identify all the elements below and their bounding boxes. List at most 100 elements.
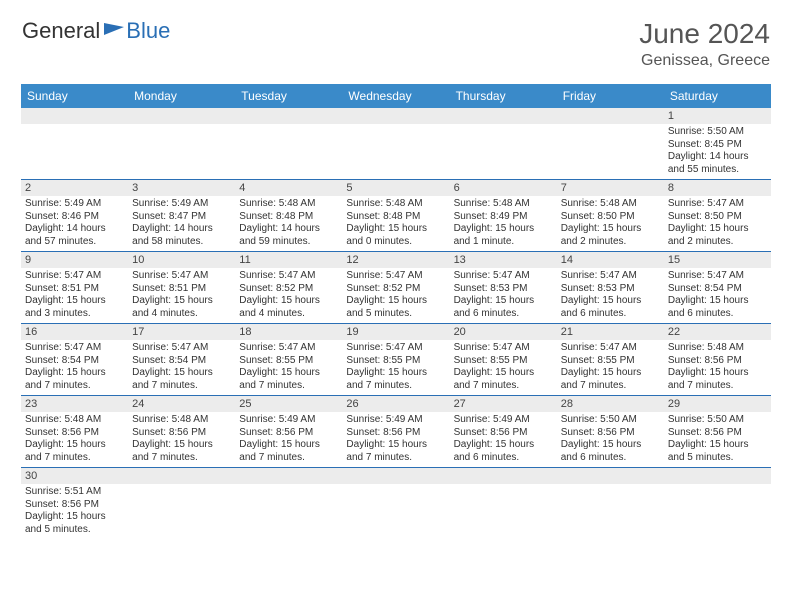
day-cell: Sunrise: 5:47 AMSunset: 8:50 PMDaylight:… xyxy=(664,196,771,252)
day-cell-sunrise: Sunrise: 5:48 AM xyxy=(239,198,338,211)
day-number xyxy=(21,108,128,124)
day-cell-daylight1: Daylight: 15 hours xyxy=(132,295,231,308)
day-cell xyxy=(664,484,771,539)
day-cell-daylight1: Daylight: 15 hours xyxy=(668,223,767,236)
day-cell: Sunrise: 5:50 AMSunset: 8:56 PMDaylight:… xyxy=(557,412,664,468)
day-cell: Sunrise: 5:47 AMSunset: 8:51 PMDaylight:… xyxy=(128,268,235,324)
day-cell-sunset: Sunset: 8:51 PM xyxy=(25,283,124,296)
day-cell: Sunrise: 5:47 AMSunset: 8:55 PMDaylight:… xyxy=(235,340,342,396)
month-title: June 2024 xyxy=(639,18,770,50)
day-cell-sunrise: Sunrise: 5:49 AM xyxy=(454,414,553,427)
day-cell: Sunrise: 5:50 AMSunset: 8:56 PMDaylight:… xyxy=(664,412,771,468)
day-cell-sunset: Sunset: 8:54 PM xyxy=(25,355,124,368)
day-cell-daylight2: and 1 minute. xyxy=(454,236,553,249)
day-cell-daylight2: and 5 minutes. xyxy=(668,452,767,465)
day-number: 13 xyxy=(450,252,557,268)
day-cell xyxy=(450,484,557,539)
day-cell: Sunrise: 5:47 AMSunset: 8:52 PMDaylight:… xyxy=(342,268,449,324)
day-cell xyxy=(128,124,235,180)
day-cell-daylight1: Daylight: 15 hours xyxy=(561,439,660,452)
day-cell-daylight1: Daylight: 15 hours xyxy=(25,511,124,524)
day-cell-daylight1: Daylight: 15 hours xyxy=(132,439,231,452)
day-cell-sunrise: Sunrise: 5:47 AM xyxy=(239,270,338,283)
day-number: 6 xyxy=(450,180,557,196)
day-cell-sunrise: Sunrise: 5:48 AM xyxy=(454,198,553,211)
day-cell-sunrise: Sunrise: 5:49 AM xyxy=(25,198,124,211)
day-cell xyxy=(235,484,342,539)
brand-triangle-icon xyxy=(104,23,124,35)
day-cell-sunrise: Sunrise: 5:47 AM xyxy=(346,270,445,283)
day-cell-sunset: Sunset: 8:56 PM xyxy=(25,499,124,512)
day-number-row: 1 xyxy=(21,108,771,124)
day-cell-daylight2: and 7 minutes. xyxy=(239,380,338,393)
day-header-cell: Thursday xyxy=(450,84,557,108)
day-cell-daylight2: and 4 minutes. xyxy=(132,308,231,321)
day-cell-daylight2: and 6 minutes. xyxy=(561,308,660,321)
day-cell-sunset: Sunset: 8:55 PM xyxy=(561,355,660,368)
day-cell: Sunrise: 5:48 AMSunset: 8:48 PMDaylight:… xyxy=(342,196,449,252)
day-number: 21 xyxy=(557,324,664,340)
day-number: 10 xyxy=(128,252,235,268)
day-cell-daylight1: Daylight: 14 hours xyxy=(25,223,124,236)
day-cell: Sunrise: 5:47 AMSunset: 8:51 PMDaylight:… xyxy=(21,268,128,324)
brand-logo: General Blue xyxy=(22,18,170,44)
day-cell-sunrise: Sunrise: 5:47 AM xyxy=(561,270,660,283)
day-cell-daylight1: Daylight: 15 hours xyxy=(561,223,660,236)
day-cell: Sunrise: 5:49 AMSunset: 8:56 PMDaylight:… xyxy=(450,412,557,468)
day-cell-sunset: Sunset: 8:55 PM xyxy=(239,355,338,368)
day-cell-sunset: Sunset: 8:54 PM xyxy=(668,283,767,296)
day-cell: Sunrise: 5:47 AMSunset: 8:54 PMDaylight:… xyxy=(664,268,771,324)
day-number: 15 xyxy=(664,252,771,268)
day-cell-sunrise: Sunrise: 5:47 AM xyxy=(346,342,445,355)
day-number: 23 xyxy=(21,396,128,412)
day-cell-sunset: Sunset: 8:52 PM xyxy=(346,283,445,296)
day-number xyxy=(664,468,771,484)
day-cell-sunrise: Sunrise: 5:47 AM xyxy=(239,342,338,355)
day-cell-sunset: Sunset: 8:52 PM xyxy=(239,283,338,296)
day-header-cell: Monday xyxy=(128,84,235,108)
day-cell-sunset: Sunset: 8:53 PM xyxy=(561,283,660,296)
day-number: 20 xyxy=(450,324,557,340)
day-cell-sunrise: Sunrise: 5:50 AM xyxy=(561,414,660,427)
day-cell-sunrise: Sunrise: 5:51 AM xyxy=(25,486,124,499)
day-cell-daylight2: and 6 minutes. xyxy=(668,308,767,321)
day-cell-sunrise: Sunrise: 5:48 AM xyxy=(132,414,231,427)
day-cell-sunrise: Sunrise: 5:49 AM xyxy=(132,198,231,211)
day-number-row: 16171819202122 xyxy=(21,324,771,340)
day-cell-sunrise: Sunrise: 5:47 AM xyxy=(454,342,553,355)
header: General Blue June 2024 Genissea, Greece xyxy=(0,0,792,78)
week-row: Sunrise: 5:47 AM Sunset: 8:51 PM Daylight:… xyxy=(21,268,771,324)
day-cell-sunrise: Sunrise: 5:48 AM xyxy=(346,198,445,211)
day-cell: Sunrise: 5:49 AMSunset: 8:47 PMDaylight:… xyxy=(128,196,235,252)
week-row: Sunrise: 5:49 AMSunset: 8:46 PMDaylight:… xyxy=(21,196,771,252)
day-cell-sunset: Sunset: 8:48 PM xyxy=(346,211,445,224)
day-cell-daylight2: and 4 minutes. xyxy=(239,308,338,321)
day-cell-daylight1: Daylight: 15 hours xyxy=(132,367,231,380)
day-cell-daylight1: Daylight: 15 hours xyxy=(561,295,660,308)
day-cell-sunset: Sunset: 8:56 PM xyxy=(239,427,338,440)
day-cell-daylight1: Daylight: 15 hours xyxy=(346,223,445,236)
day-cell-daylight1: Daylight: 15 hours xyxy=(668,367,767,380)
day-cell-sunrise: Sunrise: 5:48 AM xyxy=(561,198,660,211)
day-number-row: 30 xyxy=(21,468,771,484)
day-cell: Sunrise: 5:48 AMSunset: 8:48 PMDaylight:… xyxy=(235,196,342,252)
day-cell-sunset: Sunset: 8:46 PM xyxy=(25,211,124,224)
day-cell-daylight2: and 5 minutes. xyxy=(25,524,124,537)
day-cell-daylight1: Daylight: 15 hours xyxy=(561,367,660,380)
day-cell-sunrise: Sunrise: 5:47 AM xyxy=(132,342,231,355)
day-cell-sunset: Sunset: 8:50 PM xyxy=(668,211,767,224)
day-cell-daylight2: and 2 minutes. xyxy=(561,236,660,249)
day-cell-daylight2: and 7 minutes. xyxy=(561,380,660,393)
day-header-cell: Friday xyxy=(557,84,664,108)
day-cell-sunset: Sunset: 8:56 PM xyxy=(132,427,231,440)
day-number: 29 xyxy=(664,396,771,412)
day-cell-sunset: Sunset: 8:45 PM xyxy=(668,139,767,152)
day-cell-daylight2: and 58 minutes. xyxy=(132,236,231,249)
day-cell: Sunrise: 5:47 AMSunset: 8:55 PMDaylight:… xyxy=(557,340,664,396)
day-cell-sunset: Sunset: 8:55 PM xyxy=(346,355,445,368)
day-cell-daylight2: and 7 minutes. xyxy=(239,452,338,465)
day-cell-daylight1: Daylight: 15 hours xyxy=(346,367,445,380)
day-number: 12 xyxy=(342,252,449,268)
day-cell-daylight1: Daylight: 15 hours xyxy=(346,295,445,308)
day-cell-daylight2: and 6 minutes. xyxy=(561,452,660,465)
